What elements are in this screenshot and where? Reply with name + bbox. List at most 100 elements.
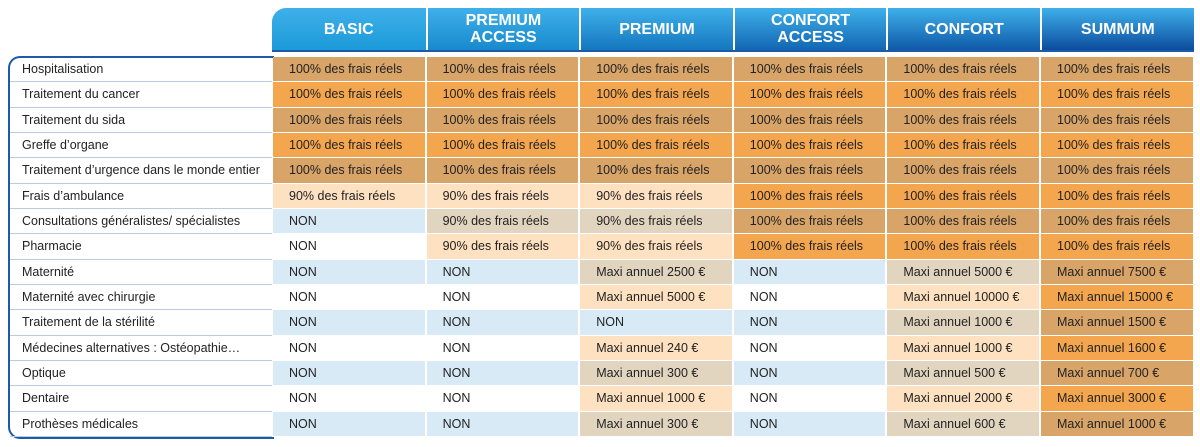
- cell-text: 100% des frais réels: [903, 138, 1017, 153]
- cell-text: 100% des frais réels: [749, 62, 864, 77]
- cell: Maxi annuel 500 €: [887, 360, 1039, 387]
- cell: 100% des frais réels: [273, 158, 425, 184]
- cell: NON: [733, 335, 886, 361]
- column-header: PREMIUM: [581, 8, 733, 50]
- cell: 100% des frais réels: [580, 132, 732, 159]
- cell: 90% des frais réels: [580, 183, 732, 209]
- cell: 90% des frais réels: [426, 183, 579, 209]
- cell-text: NON: [289, 264, 317, 279]
- cell-text: Maxi annuel 1000 €: [1057, 416, 1167, 431]
- cell-text: 100% des frais réels: [1057, 163, 1171, 178]
- cell: 100% des frais réels: [273, 107, 425, 133]
- cell-text: Maxi annuel 500 €: [903, 366, 1006, 381]
- cell-text: 100% des frais réels: [749, 188, 864, 203]
- cell: 100% des frais réels: [580, 107, 732, 133]
- cell: 100% des frais réels: [426, 57, 579, 83]
- row-label-text: Dentaire: [22, 391, 70, 406]
- cell: Maxi annuel 300 €: [580, 360, 732, 387]
- cell-text: 90% des frais réels: [442, 214, 549, 229]
- cell: 100% des frais réels: [273, 57, 425, 83]
- cell-text: 100% des frais réels: [596, 87, 710, 102]
- column-header: CONFORT: [888, 8, 1040, 50]
- row-label-text: Traitement du sida: [22, 112, 126, 127]
- cell-text: Maxi annuel 5000 €: [596, 290, 706, 305]
- cell-text: NON: [442, 340, 471, 355]
- cell-text: Maxi annuel 600 €: [903, 416, 1006, 431]
- cell: 100% des frais réels: [887, 107, 1039, 133]
- cell: 90% des frais réels: [580, 208, 732, 235]
- cell: 100% des frais réels: [1041, 183, 1193, 209]
- cell-text: NON: [289, 290, 317, 305]
- row-label-text: Maternité: [22, 264, 75, 279]
- cell: 90% des frais réels: [580, 234, 732, 260]
- cell-text: 100% des frais réels: [289, 138, 403, 153]
- cell-text: NON: [289, 340, 317, 355]
- cell-text: 100% des frais réels: [749, 214, 864, 229]
- cell-text: NON: [289, 416, 317, 431]
- cell-text: 100% des frais réels: [903, 112, 1017, 127]
- cell-text: 100% des frais réels: [1057, 188, 1171, 203]
- cell: Maxi annuel 1600 €: [1041, 335, 1193, 361]
- cell-text: 100% des frais réels: [903, 163, 1017, 178]
- cell-text: NON: [442, 416, 471, 431]
- cell-text: 90% des frais réels: [596, 214, 703, 229]
- cell-text: NON: [289, 366, 317, 381]
- cell-text: NON: [749, 315, 778, 330]
- cell-text: NON: [442, 315, 471, 330]
- row-label-text: Hospitalisation: [22, 62, 104, 77]
- cell: NON: [733, 411, 886, 437]
- cell: NON: [426, 310, 579, 336]
- cell-text: NON: [749, 366, 778, 381]
- cell: 100% des frais réels: [887, 158, 1039, 184]
- cell-text: NON: [442, 290, 471, 305]
- row-label: Maternité avec chirurgie: [10, 285, 272, 311]
- cell: Maxi annuel 7500 €: [1041, 259, 1193, 285]
- row-label: Maternité: [10, 260, 272, 285]
- cell-text: 100% des frais réels: [903, 87, 1017, 102]
- cell: NON: [733, 284, 886, 311]
- column-header-text: PREMIUM: [619, 20, 695, 38]
- row-label-text: Greffe d’organe: [22, 138, 109, 153]
- cell: NON: [273, 284, 425, 311]
- cell: Maxi annuel 600 €: [887, 411, 1039, 437]
- row-label-text: Traitement d’urgence dans le monde entie…: [22, 163, 260, 178]
- cell-text: NON: [749, 416, 778, 431]
- cell: Maxi annuel 300 €: [580, 411, 732, 437]
- cell: 100% des frais réels: [733, 158, 886, 184]
- cell: 100% des frais réels: [887, 57, 1039, 83]
- row-label: Traitement d’urgence dans le monde entie…: [10, 158, 272, 184]
- cell-text: 100% des frais réels: [1057, 112, 1171, 127]
- cell-text: Maxi annuel 1000 €: [903, 340, 1013, 355]
- cell-text: 100% des frais réels: [903, 188, 1017, 203]
- header-underline: [272, 50, 1194, 52]
- row-label: Pharmacie: [10, 234, 272, 260]
- cell-text: NON: [289, 391, 317, 406]
- cell-text: 100% des frais réels: [596, 112, 710, 127]
- cell-text: Maxi annuel 5000 €: [903, 264, 1013, 279]
- cell-text: 100% des frais réels: [1057, 62, 1171, 77]
- cell: NON: [426, 411, 579, 437]
- cell: NON: [273, 411, 425, 437]
- cell-text: 100% des frais réels: [289, 87, 403, 102]
- cell-text: NON: [749, 264, 778, 279]
- column-header-text: CONFORT: [924, 20, 1004, 38]
- cell: 100% des frais réels: [1041, 208, 1193, 235]
- cell-text: Maxi annuel 7500 €: [1057, 264, 1167, 279]
- cell-text: Maxi annuel 1600 €: [1057, 340, 1167, 355]
- row-label-text: Consultations généralistes/ spécialistes: [22, 214, 241, 229]
- cell-text: Maxi annuel 10000 €: [903, 290, 1020, 305]
- row-label: Greffe d’organe: [10, 133, 272, 159]
- cell: 100% des frais réels: [426, 107, 579, 133]
- cell: NON: [273, 386, 425, 412]
- cell: 100% des frais réels: [1041, 132, 1193, 159]
- cell-text: NON: [442, 391, 471, 406]
- row-label-text: Médecines alternatives : Ostéopathie…: [22, 340, 241, 355]
- cell: NON: [733, 310, 886, 336]
- label-frame: [8, 56, 274, 439]
- cell-text: Maxi annuel 300 €: [596, 366, 699, 381]
- cell-text: Maxi annuel 1000 €: [903, 315, 1013, 330]
- cell-text: 100% des frais réels: [749, 112, 864, 127]
- cell: NON: [426, 386, 579, 412]
- cell: NON: [273, 234, 425, 260]
- cell-text: 90% des frais réels: [442, 239, 549, 254]
